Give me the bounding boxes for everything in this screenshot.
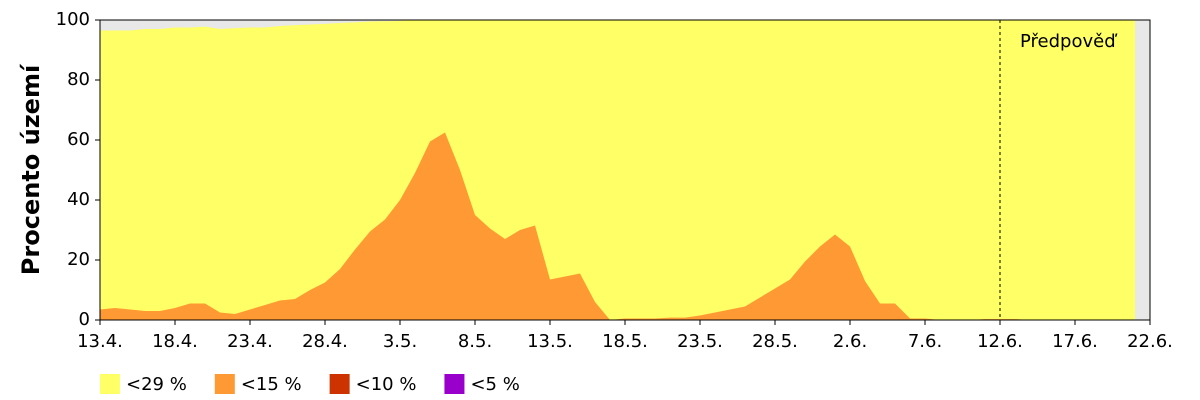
x-tick-label: 13.5. xyxy=(527,331,573,352)
y-tick-label: 100 xyxy=(56,9,90,30)
y-axis-title: Procento území xyxy=(17,63,45,275)
legend-label: <29 % xyxy=(126,374,187,395)
area xyxy=(100,132,1135,320)
legend-swatch xyxy=(100,374,120,394)
y-tick-label: 20 xyxy=(67,249,90,270)
x-tick-label: 12.6. xyxy=(977,331,1023,352)
y-tick-label: 0 xyxy=(79,309,90,330)
x-tick-label: 8.5. xyxy=(458,331,492,352)
x-tick-label: 28.5. xyxy=(752,331,798,352)
x-tick-label: 23.5. xyxy=(677,331,723,352)
y-tick-label: 60 xyxy=(67,129,90,150)
x-tick-label: 28.4. xyxy=(302,331,348,352)
y-tick-label: 40 xyxy=(67,189,90,210)
y-tick-label: 80 xyxy=(67,69,90,90)
x-tick-label: 17.6. xyxy=(1052,331,1098,352)
x-tick-label: 23.4. xyxy=(227,331,273,352)
x-tick-label: 7.6. xyxy=(908,331,942,352)
x-tick-label: 2.6. xyxy=(833,331,867,352)
legend-label: <10 % xyxy=(356,374,417,395)
legend-swatch xyxy=(214,374,235,394)
area xyxy=(100,20,1135,320)
x-tick-label: 22.6. xyxy=(1127,331,1173,352)
legend-label: <15 % xyxy=(241,374,302,395)
legend-swatch xyxy=(329,374,350,394)
x-tick-label: 3.5. xyxy=(383,331,417,352)
legend-label: <5 % xyxy=(470,374,519,395)
forecast-label: Předpověď xyxy=(1020,31,1118,52)
x-tick-label: 18.5. xyxy=(602,331,648,352)
x-tick-label: 18.4. xyxy=(152,331,198,352)
legend-swatch xyxy=(444,374,465,394)
x-tick-label: 13.4. xyxy=(77,331,123,352)
